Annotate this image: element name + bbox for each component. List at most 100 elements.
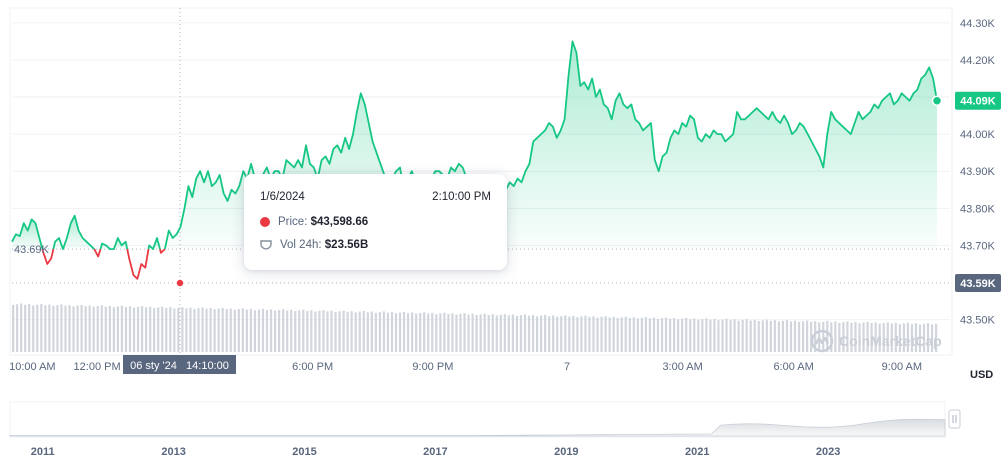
volume-bar bbox=[370, 311, 373, 352]
volume-bar bbox=[519, 315, 523, 352]
watermark-text: CoinMarketCap bbox=[839, 333, 942, 349]
volume-bar bbox=[588, 317, 591, 352]
volume-bar bbox=[785, 320, 789, 352]
volume-bar bbox=[346, 311, 349, 352]
volume-bar bbox=[84, 306, 87, 352]
volume-bar bbox=[721, 319, 724, 352]
volume-bar bbox=[169, 307, 172, 352]
price-area-segment bbox=[53, 215, 95, 250]
volume-bar bbox=[491, 314, 494, 352]
volume-bar bbox=[487, 314, 490, 352]
volume-bar bbox=[685, 317, 688, 352]
volume-bar bbox=[28, 304, 31, 352]
volume-bar bbox=[556, 316, 559, 352]
plot-frame bbox=[9, 7, 953, 356]
volume-bar bbox=[390, 311, 394, 352]
volume-bar bbox=[217, 308, 220, 352]
volume-bar bbox=[366, 312, 369, 352]
volume-bar bbox=[245, 309, 248, 352]
volume-bar bbox=[850, 322, 853, 352]
volume-bar bbox=[80, 304, 83, 352]
x-tick-label: 9:00 AM bbox=[882, 361, 922, 373]
crosshair-time-badge: 06 sty '24 14:10:00 bbox=[123, 355, 236, 374]
volume-bar bbox=[741, 319, 744, 352]
volume-bar bbox=[894, 322, 897, 352]
volume-bar bbox=[664, 317, 668, 352]
volume-bar bbox=[261, 308, 265, 352]
volume-bar bbox=[914, 323, 918, 352]
volume-bar bbox=[56, 305, 59, 352]
price-line-segment-down bbox=[126, 248, 150, 280]
volume-shield-icon bbox=[260, 240, 272, 250]
volume-bar bbox=[447, 313, 450, 352]
price-area-segment bbox=[12, 219, 43, 250]
y-tick-label: 43.90K bbox=[960, 166, 996, 178]
volume-bar bbox=[233, 309, 236, 352]
volume-bar bbox=[92, 306, 95, 352]
volume-bar bbox=[874, 322, 877, 352]
crosshair-time-label: 06 sty '24 14:10:00 bbox=[130, 360, 229, 372]
volume-bar bbox=[330, 310, 333, 352]
volume-bar bbox=[382, 311, 386, 352]
volume-bar bbox=[737, 320, 740, 352]
navigator-handle[interactable] bbox=[948, 409, 961, 429]
volume-bar bbox=[564, 315, 567, 352]
volume-bar bbox=[165, 307, 168, 352]
x-tick-label: 7 bbox=[564, 361, 570, 373]
volume-bar bbox=[560, 316, 563, 352]
current-price-label: 44.09K bbox=[960, 96, 996, 108]
volume-bar bbox=[161, 306, 164, 352]
volume-bars bbox=[12, 303, 938, 352]
volume-bar bbox=[157, 307, 160, 352]
volume-bar bbox=[443, 312, 446, 352]
volume-bar bbox=[358, 311, 361, 352]
navigator[interactable]: 2011 2013 2015 2017 2019 2021 2023 bbox=[9, 401, 961, 458]
tooltip-price-row: Price: $43,598.66 bbox=[260, 216, 368, 228]
volume-bar bbox=[249, 308, 253, 352]
volume-bar bbox=[483, 313, 486, 352]
volume-bar bbox=[540, 315, 543, 352]
volume-bar bbox=[237, 309, 240, 352]
volume-bar bbox=[608, 317, 611, 352]
volume-bar bbox=[681, 318, 684, 352]
reference-line-label: 43.69K bbox=[14, 244, 50, 256]
volume-bar bbox=[729, 320, 732, 352]
volume-bar bbox=[40, 304, 43, 352]
volume-bar bbox=[693, 318, 696, 352]
current-price-badge: 44.09K bbox=[955, 91, 1001, 110]
volume-bar bbox=[636, 318, 639, 352]
volume-bar bbox=[806, 320, 809, 352]
volume-bar bbox=[544, 314, 547, 352]
price-line-segment-down bbox=[41, 248, 55, 265]
volume-bar bbox=[568, 316, 571, 352]
volume-bar bbox=[495, 315, 498, 352]
volume-bar bbox=[628, 317, 631, 352]
volume-bar bbox=[189, 307, 192, 352]
volume-bar bbox=[572, 315, 575, 352]
volume-bar bbox=[616, 318, 619, 352]
volume-bar bbox=[576, 317, 579, 352]
volume-bar bbox=[842, 322, 845, 352]
volume-bar bbox=[814, 321, 817, 352]
y-tick-label: 44.00K bbox=[960, 129, 996, 141]
tooltip-volume-row: Vol 24h: $23.56B bbox=[260, 239, 368, 251]
price-line-segment-up bbox=[52, 214, 95, 250]
y-tick-label: 43.50K bbox=[960, 315, 996, 327]
volume-bar bbox=[173, 308, 176, 352]
tooltip-price-label: Price: bbox=[278, 216, 308, 228]
volume-bar bbox=[459, 313, 462, 352]
volume-bar bbox=[906, 322, 909, 352]
volume-bar bbox=[185, 308, 188, 352]
volume-bar bbox=[503, 314, 506, 352]
volume-bar bbox=[632, 317, 635, 352]
tooltip-volume-value: $23.56B bbox=[324, 239, 369, 251]
navigator-tick-label: 2013 bbox=[161, 446, 185, 458]
volume-bar bbox=[749, 320, 752, 352]
volume-bar bbox=[253, 310, 257, 352]
volume-bar bbox=[620, 317, 623, 352]
volume-bar bbox=[306, 310, 309, 352]
volume-bar bbox=[225, 309, 228, 352]
volume-bar bbox=[273, 310, 277, 352]
volume-bar bbox=[386, 312, 390, 352]
